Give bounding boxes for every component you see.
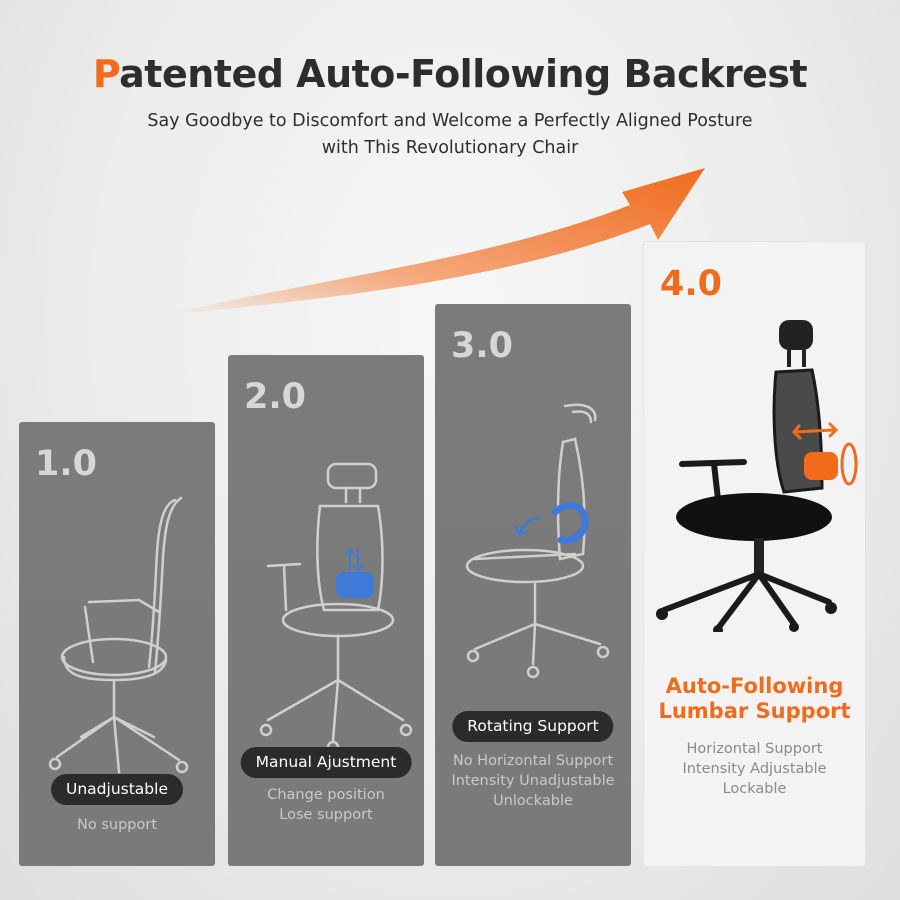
basic-chair-icon [48,496,189,787]
version-label: 1.0 [35,444,98,484]
title-text: atented Auto-Following Backrest [119,52,808,96]
panel-version-1: 1.0 Unadjustable No support [19,422,215,866]
desc-line: No support [77,817,157,833]
adjustable-chair-icon [259,462,413,754]
progress-arrow-icon [165,168,705,315]
panel-version-4: 4.0 Auto-Following Lumbar Support Horizo… [644,242,865,866]
panel-version-2: 2.0 Manual Ajustment Change position Los… [228,355,424,866]
feature-line: Lumbar Support [658,699,851,723]
panel-label-pill: Rotating Support [452,711,614,742]
version-label: 2.0 [244,377,307,417]
panel-description: Change position Lose support [228,785,424,825]
desc-line: Horizontal Support [686,741,823,757]
title-accent-letter: P [92,52,120,96]
rotating-support-chair-icon [465,403,610,679]
desc-line: Intensity Unadjustable [451,773,615,789]
auto-following-chair-icon [656,320,858,632]
desc-line: Intensity Adjustable [682,761,827,777]
subtitle-line-1: Say Goodbye to Discomfort and Welcome a … [147,111,753,131]
desc-line: Lose support [279,807,373,823]
desc-line: No Horizontal Support [452,753,614,769]
subtitle-line-2: with This Revolutionary Chair [321,138,579,158]
desc-line: Change position [267,787,385,803]
panel-label-pill: Manual Ajustment [240,747,412,778]
page-subtitle: Say Goodbye to Discomfort and Welcome a … [0,108,900,162]
panel-version-3: 3.0 Rotating Support No Horizontal Suppo… [435,304,631,866]
feature-line: Auto-Following [665,674,844,698]
page-title: Patented Auto-Following Backrest [0,52,900,96]
panel-description: No support [19,815,215,835]
panel-description: No Horizontal Support Intensity Unadjust… [435,751,631,811]
feature-title: Auto-Following Lumbar Support [644,674,865,724]
desc-line: Lockable [722,781,787,797]
desc-line: Unlockable [493,793,573,809]
version-label: 4.0 [660,264,723,304]
panel-label-pill: Unadjustable [51,774,183,805]
version-label: 3.0 [451,326,514,366]
panel-description: Horizontal Support Intensity Adjustable … [644,739,865,799]
